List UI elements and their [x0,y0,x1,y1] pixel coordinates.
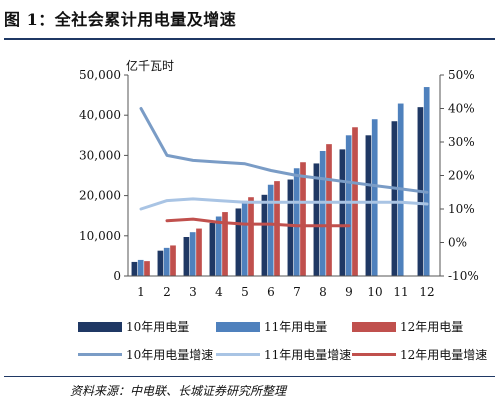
legend-item-bar10: 10年用电量 [78,318,189,335]
left-tick-label: 50,000 [79,68,121,82]
right-tick-label: 30% [448,135,475,149]
right-tick-label: 0% [448,236,467,250]
bar [248,197,254,276]
legend-swatch-bar10 [78,321,122,332]
bar [391,121,398,276]
bar [144,261,150,276]
bar [326,144,332,276]
legend-swatch-line10 [78,353,122,356]
bar [319,150,326,276]
chart-title: 图 1：全社会累计用电量及增速 [4,10,237,29]
legend-swatch-bar12 [352,321,396,332]
legend-item-line12: 12年用电量增速 [352,346,487,363]
right-axis: -10% 0% 10% 20% 30% 40% 50% [439,68,479,283]
right-tick-label: 50% [448,68,475,82]
y-axis-unit-label: 亿千瓦时 [126,58,174,73]
right-tick-label: -10% [448,269,479,283]
legend-label-line10: 10年用电量增速 [126,348,214,362]
bar [267,184,274,276]
bar [183,237,190,276]
x-tick-label: 8 [319,285,327,299]
bar [209,222,216,276]
bar [345,135,352,276]
bar [196,228,202,276]
legend-label-bar10: 10年用电量 [126,320,190,334]
source-note: 资料来源：中电联、长城证券研究所整理 [70,384,287,398]
x-tick-label: 9 [345,285,353,299]
line-group [139,107,429,228]
right-tick-label: 10% [448,202,475,216]
bar [157,250,164,276]
x-tick-label: 4 [215,285,223,299]
x-tick-label: 11 [393,285,408,299]
legend-swatch-line11 [216,353,260,356]
bar [274,181,280,276]
left-tick-label: 40,000 [79,108,121,122]
left-tick-label: 10,000 [79,229,121,243]
legend-item-line10: 10年用电量增速 [78,346,213,363]
right-tick-label: 40% [448,102,475,116]
x-tick-label: 3 [189,285,197,299]
series-line [139,197,429,211]
bar [371,119,378,276]
legend-label-bar11: 11年用电量 [264,320,328,334]
bar [235,208,242,276]
legend-label-line12: 12年用电量增速 [400,348,488,362]
left-tick-label: 20,000 [79,189,121,203]
bar [300,162,306,276]
x-tick-label: 1 [137,285,145,299]
legend-item-bar11: 11年用电量 [216,318,327,335]
bar [293,168,300,276]
bar [339,149,346,276]
source-divider [4,376,495,377]
x-tick-label: 12 [419,285,434,299]
bar [313,163,320,276]
legend-swatch-bar11 [216,321,260,332]
chart-area: 亿千瓦时 0 10,000 20,000 30,000 40,000 50,000 -10… [79,58,479,299]
bar [163,247,170,276]
x-axis: 1 2 3 4 5 6 7 8 9 10 11 12 [128,275,440,299]
bar [365,135,372,276]
bar [423,87,430,276]
bar [137,259,144,276]
left-tick-label: 0 [113,269,121,283]
x-tick-label: 6 [267,285,275,299]
bar [215,216,222,276]
x-tick-label: 7 [293,285,301,299]
legend-label-bar12: 12年用电量 [400,320,464,334]
left-axis: 0 10,000 20,000 30,000 40,000 50,000 [79,68,129,283]
legend-label-line11: 11年用电量增速 [264,348,352,362]
right-tick-label: 20% [448,169,475,183]
bar [261,194,268,276]
bar [189,232,196,276]
legend-item-bar12: 12年用电量 [352,318,463,335]
bar [241,200,248,276]
series-line [165,217,351,228]
bar [170,245,176,276]
legend-item-line11: 11年用电量增速 [216,346,351,363]
bar [222,212,228,276]
bar-group [131,87,430,277]
legend-swatch-line12 [352,353,396,356]
x-tick-label: 2 [163,285,171,299]
series-line [139,107,429,194]
x-tick-label: 10 [367,285,382,299]
x-tick-label: 5 [241,285,249,299]
title-divider [4,38,495,40]
bar [131,261,138,276]
bar [287,179,294,276]
legend: 10年用电量 11年用电量 12年用电量 10年用电量增速 11年用电量增速 1… [0,312,499,368]
left-tick-label: 30,000 [79,148,121,162]
